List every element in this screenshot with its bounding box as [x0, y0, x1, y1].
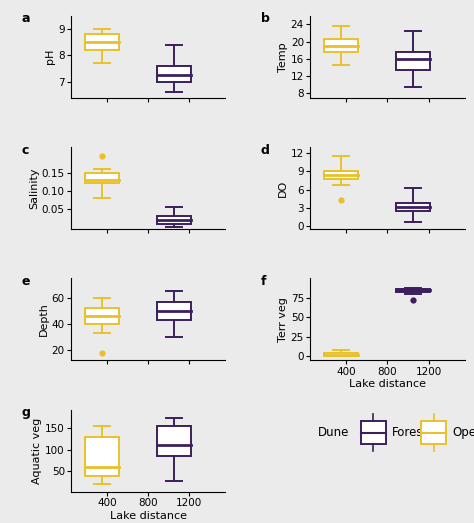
- Y-axis label: DO: DO: [278, 179, 288, 197]
- Bar: [157, 426, 191, 456]
- Bar: [157, 302, 191, 320]
- Text: Forest: Forest: [392, 426, 428, 439]
- Text: e: e: [22, 275, 30, 288]
- Y-axis label: Salinity: Salinity: [29, 167, 39, 209]
- Text: Dune: Dune: [318, 426, 349, 439]
- Bar: [396, 203, 430, 211]
- Bar: [85, 34, 119, 50]
- Text: d: d: [261, 144, 270, 157]
- X-axis label: Lake distance: Lake distance: [349, 379, 426, 389]
- Y-axis label: Terr veg: Terr veg: [278, 297, 288, 342]
- Bar: [85, 173, 119, 184]
- Y-axis label: pH: pH: [46, 49, 55, 64]
- Text: g: g: [22, 406, 31, 419]
- Bar: [396, 52, 430, 70]
- Text: b: b: [261, 13, 270, 26]
- Y-axis label: Depth: Depth: [39, 302, 49, 336]
- Y-axis label: Aquatic veg: Aquatic veg: [32, 417, 42, 484]
- Bar: [396, 289, 430, 292]
- Bar: [85, 308, 119, 324]
- Bar: [157, 66, 191, 82]
- Text: a: a: [22, 13, 30, 26]
- Text: Open: Open: [452, 426, 474, 439]
- Bar: [85, 437, 119, 475]
- Bar: [324, 39, 358, 52]
- Bar: [324, 353, 358, 356]
- X-axis label: Lake distance: Lake distance: [110, 510, 187, 521]
- Bar: [324, 172, 358, 178]
- Text: f: f: [261, 275, 266, 288]
- Text: c: c: [22, 144, 29, 157]
- Bar: [157, 217, 191, 223]
- Y-axis label: Temp: Temp: [278, 42, 288, 72]
